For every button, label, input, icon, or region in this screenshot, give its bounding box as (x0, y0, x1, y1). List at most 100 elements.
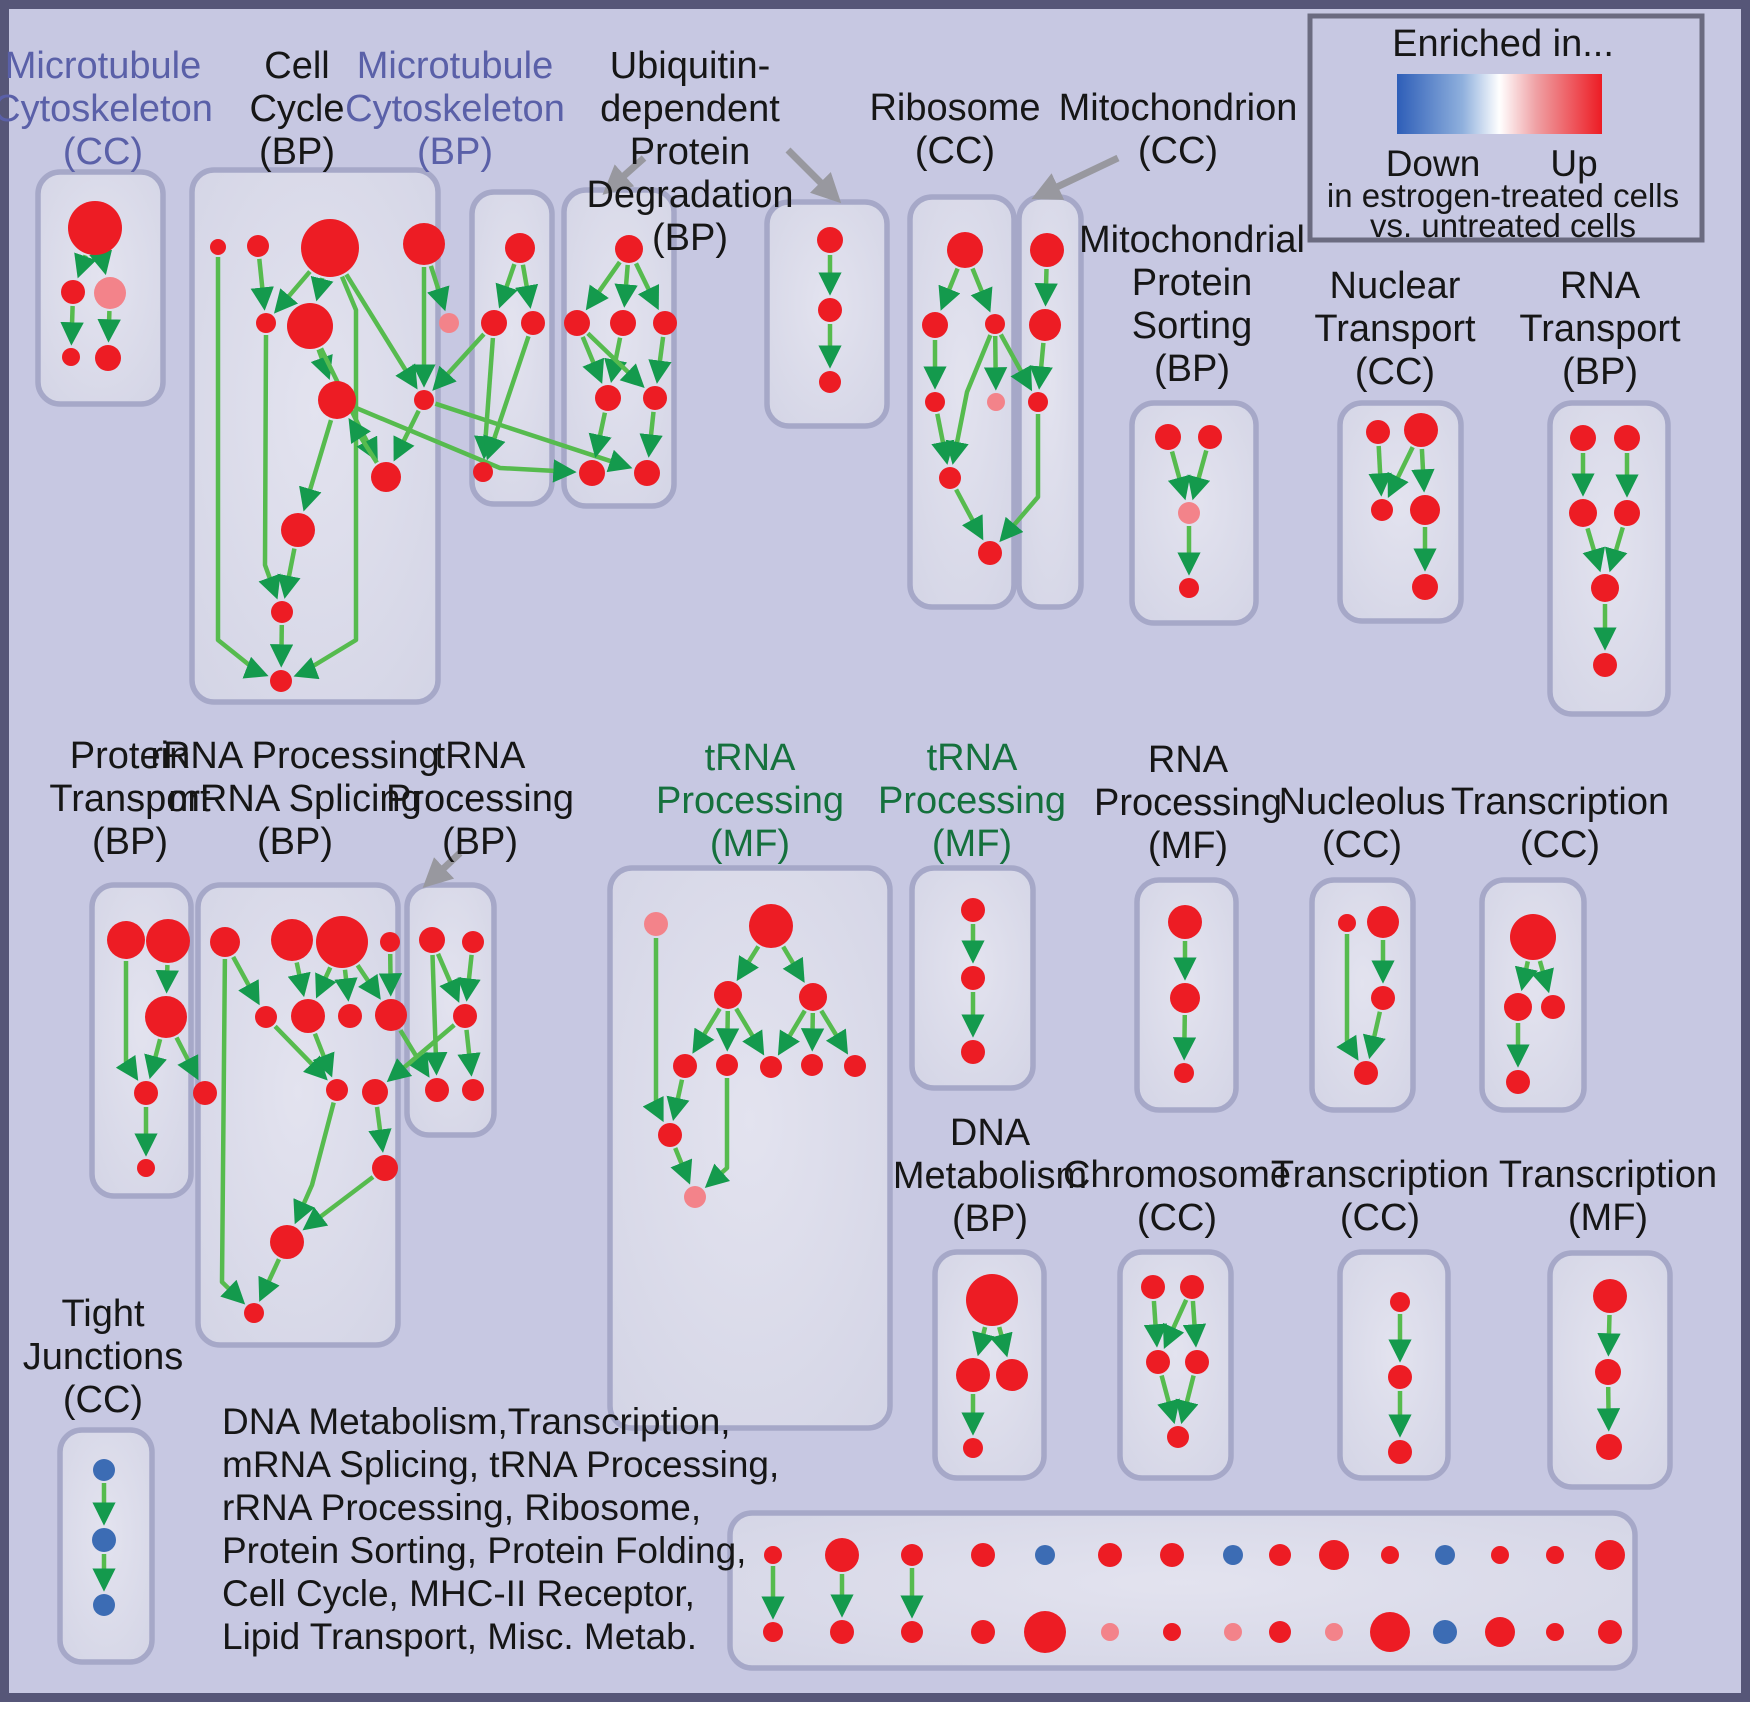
graph-node (1410, 495, 1440, 525)
graph-node (210, 927, 240, 957)
graph-edge (293, 1102, 336, 1225)
group-label-line: (MF) (932, 823, 1012, 865)
graph-node (1028, 392, 1048, 412)
graph-edge (312, 1032, 335, 1078)
graph-node (1570, 425, 1596, 451)
graph-node (1433, 1620, 1457, 1644)
graph-node (210, 239, 226, 255)
graph-node (1223, 1545, 1243, 1565)
group-label-chromosome-cc: Chromosome(CC) (1063, 1154, 1291, 1239)
graph-node (996, 1359, 1028, 1391)
graph-node (610, 310, 636, 336)
graph-node (971, 1620, 995, 1644)
graph-edge (302, 1175, 375, 1231)
graph-edge (299, 419, 334, 512)
graph-node (817, 227, 843, 253)
graph-edge (1029, 342, 1053, 390)
graph-edge (258, 1258, 282, 1302)
graph-node (749, 904, 793, 948)
graph-edge (495, 263, 518, 309)
group-label-line: (BP) (952, 1198, 1028, 1240)
graph-node (1338, 914, 1356, 932)
graph-edge (74, 252, 97, 279)
graph-node (579, 460, 605, 486)
graph-node (146, 919, 190, 963)
graph-node (62, 348, 80, 366)
graph-node (1167, 1426, 1189, 1448)
legend-down-label: Down (1386, 143, 1481, 184)
graph-node (1546, 1546, 1564, 1564)
graph-node (1370, 1612, 1410, 1652)
graph-node (961, 1040, 985, 1064)
group-label-line: (CC) (1322, 824, 1402, 866)
graph-edge (1172, 1014, 1197, 1061)
graph-node (462, 931, 484, 953)
group-label-line: Transport (1314, 308, 1476, 350)
graph-node (1325, 1623, 1343, 1641)
graph-node (281, 513, 315, 547)
group-label-line: Ubiquitin- (610, 45, 771, 87)
group-label-line: Protein (70, 735, 190, 777)
graph-node (1371, 986, 1395, 1010)
graph-edge (588, 412, 612, 458)
group-label-line: RNA (1560, 265, 1641, 307)
graph-node (255, 1006, 277, 1028)
graph-node (375, 999, 407, 1031)
group-label-line: (BP) (92, 821, 168, 863)
group-label-line: (CC) (1520, 824, 1600, 866)
graph-edge (1582, 527, 1606, 573)
group-label-line: tRNA (435, 735, 526, 777)
group-label-line: Cycle (249, 88, 344, 130)
group-label-line: DNA (950, 1112, 1031, 1154)
graph-edge (334, 969, 358, 1002)
graph-edge (972, 1326, 995, 1357)
graph-edge (945, 334, 993, 465)
graph-node (93, 1459, 115, 1481)
group-label-line: (MF) (710, 823, 790, 865)
graph-node (1596, 1434, 1622, 1460)
group-label-line: mRNA Splicing (168, 778, 421, 820)
group-label-transcription-mf: Transcription(MF) (1499, 1154, 1717, 1239)
graph-node (985, 314, 1005, 334)
graph-node (1269, 1621, 1291, 1643)
graph-edge (1604, 526, 1628, 573)
graph-node (462, 1079, 484, 1101)
graph-node (987, 393, 1005, 411)
graph-edge (781, 945, 805, 983)
group-label-line: (CC) (1138, 130, 1218, 172)
footnote-line: Cell Cycle, MHC-II Receptor, (222, 1573, 695, 1614)
graph-node (193, 1081, 217, 1105)
graph-edge (293, 275, 359, 680)
graph-edge (1531, 960, 1554, 994)
graph-node (922, 312, 948, 338)
graph-node (270, 670, 292, 692)
graph-node (1146, 1350, 1170, 1374)
label-callout-arrow (785, 147, 842, 204)
graph-node (1185, 1350, 1209, 1374)
graph-edge (580, 336, 605, 384)
graph-node (1593, 653, 1617, 677)
graph-node (1593, 1279, 1627, 1313)
graph-node (673, 1054, 697, 1078)
graph-node (371, 462, 401, 492)
legend-title: Enriched in... (1392, 23, 1614, 65)
graph-node (1390, 1292, 1410, 1312)
legend-subtitle-line2: vs. untreated cells (1370, 207, 1636, 244)
graph-node (1367, 906, 1399, 938)
group-label-line: Microtubule (357, 45, 553, 87)
graph-edge (715, 1010, 740, 1052)
graph-node (714, 981, 742, 1009)
group-label-line: Mitochondrial (1079, 219, 1305, 261)
graph-node (1614, 500, 1640, 526)
graph-edge (115, 961, 139, 1081)
graph-node (901, 1544, 923, 1566)
graph-node (716, 1054, 738, 1076)
graph-edge (983, 335, 1008, 391)
graph-edge (393, 409, 421, 462)
graph-edge (355, 406, 577, 483)
group-label-line: Cytoskeleton (0, 88, 213, 130)
